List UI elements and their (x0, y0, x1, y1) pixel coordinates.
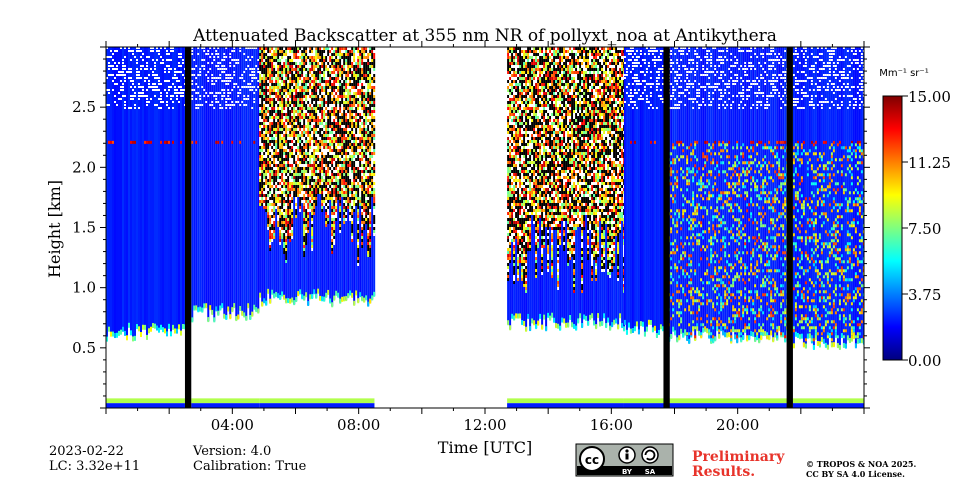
no-signal-bar (663, 47, 670, 408)
footer-calibration: Calibration: True (193, 459, 307, 474)
y-tick-label: 1.5 (72, 219, 96, 237)
cc-by-label: BY (622, 468, 633, 476)
x-tick-label: 04:00 (211, 416, 254, 434)
y-tick-label: 1.0 (72, 279, 96, 297)
y-axis: 0.5 1.0 1.5 2.0 2.5 (72, 46, 870, 409)
colorbar-unit: Mm⁻¹ sr⁻¹ (879, 68, 928, 79)
colorbar-tick-label: 7.50 (908, 220, 941, 238)
cc-by-sa-icon: cc BY SA (575, 443, 674, 477)
heatmap-segment (507, 47, 626, 408)
y-tick-label: 0.5 (72, 339, 96, 357)
heatmap-segment (623, 47, 666, 408)
heatmap-segment (191, 47, 260, 408)
footer-lc: LC: 3.32e+11 (49, 459, 140, 474)
no-signal-bar (184, 47, 192, 408)
y-tick-label: 2.0 (72, 158, 96, 176)
chart-title: Attenuated Backscatter at 355 nm NR of p… (192, 26, 777, 46)
x-tick-label: 08:00 (337, 416, 380, 434)
footer-version: Version: 4.0 (192, 444, 271, 459)
colorbar-tick-label: 11.25 (908, 154, 951, 172)
heatmap-segment (668, 47, 791, 408)
x-tick-label: 16:00 (590, 416, 633, 434)
x-axis-label: Time [UTC] (438, 438, 532, 457)
y-axis-label: Height [km] (45, 180, 64, 278)
colorbar-tick-label: 0.00 (908, 352, 941, 370)
y-tick-label: 2.5 (72, 98, 96, 116)
heatmap-segment (259, 47, 376, 408)
heatmap-segment (792, 47, 864, 408)
colorbar-tick-label: 3.75 (908, 286, 941, 304)
colorbar-gradient (882, 95, 903, 361)
footer-date: 2023-02-22 (49, 444, 124, 459)
x-axis: 04:00 08:00 12:00 16:00 20:00 (105, 41, 865, 434)
preliminary-line2: Results. (692, 464, 755, 480)
x-tick-label: 20:00 (716, 416, 759, 434)
plot-area (105, 46, 865, 409)
cc-sa-label: SA (645, 468, 656, 476)
colorbar-tick-label: 15.00 (908, 88, 951, 106)
x-tick-label: 12:00 (463, 416, 506, 434)
no-signal-bar (786, 47, 793, 408)
preliminary-line1: Preliminary (692, 449, 785, 465)
colorbar: Mm⁻¹ sr⁻¹ 0.00 3.75 7.50 11.25 15.00 (879, 68, 951, 370)
copyright-line1: © TROPOS & NOA 2025. (806, 459, 916, 469)
copyright-line2: CC BY SA 4.0 License. (806, 469, 905, 479)
heatmap-layer (106, 47, 864, 408)
footer: 2023-02-22 LC: 3.32e+11 Version: 4.0 Cal… (49, 443, 916, 480)
